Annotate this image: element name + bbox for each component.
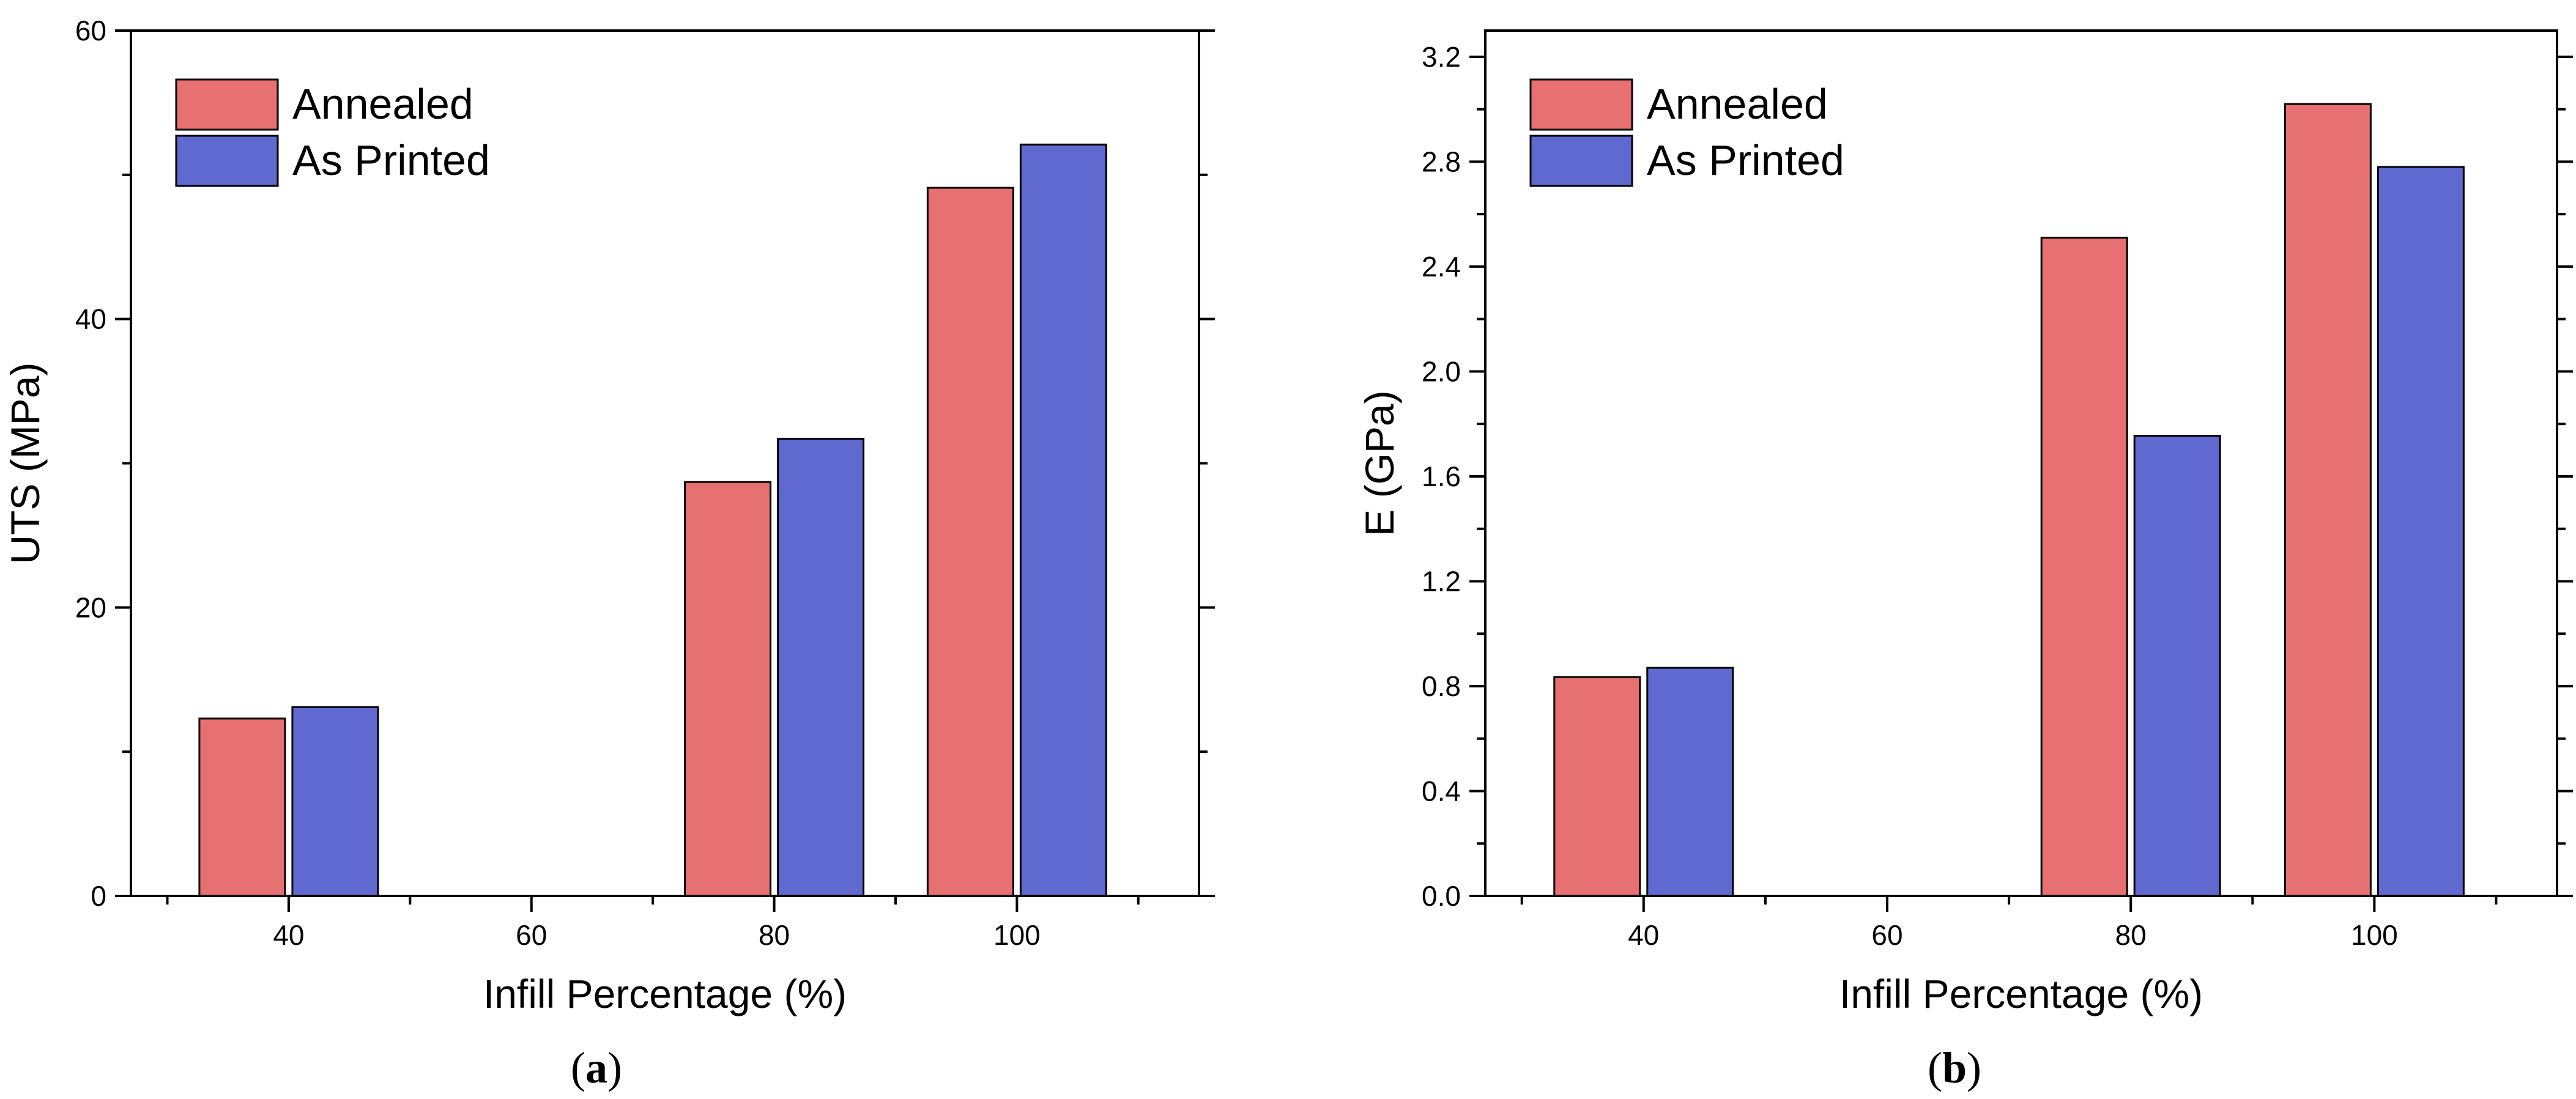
- bar-annealed-40: [198, 717, 286, 897]
- y-tick-label: 0.0: [1422, 880, 1461, 912]
- y-tick-label: 40: [75, 303, 106, 335]
- bar-annealed-100: [2284, 103, 2372, 897]
- panel-b-modulus-chart: 40 60 80 100 0.0 0.4 0.8 1.2 1.6 2.0 2.4 2.8 3.2 Ann…: [1357, 29, 2573, 1092]
- y-tick-label: 1.6: [1422, 461, 1461, 492]
- panel-b-bars: [1553, 103, 2465, 897]
- bar-as-printed-80: [2133, 434, 2221, 897]
- panel-caption: (a): [571, 1043, 622, 1092]
- legend-label-annealed: Annealed: [292, 80, 473, 128]
- panel-b-ticks: 40 60 80 100 0.0 0.4 0.8 1.2 1.6 2.0 2.4 2.8 3.2: [1422, 41, 2573, 951]
- y-tick-label: 0: [91, 880, 106, 912]
- bar-as-printed-100: [1019, 143, 1107, 897]
- panel-a-uts-chart: 40 60 80 100 0 20 40 60 Annealed As Printed Inf…: [2, 15, 1215, 1092]
- y-tick-label: 0.4: [1422, 775, 1461, 807]
- x-axis-label: Infill Percentage (%): [483, 971, 847, 1016]
- bar-annealed-100: [926, 187, 1014, 897]
- x-tick-label-100: 100: [2351, 919, 2398, 951]
- y-axis-label: UTS (MPa): [2, 363, 48, 564]
- y-tick-label: 0.8: [1422, 670, 1461, 702]
- y-tick-label: 60: [75, 15, 106, 46]
- legend-swatch-annealed: [175, 78, 279, 131]
- x-tick-label-40: 40: [1628, 919, 1659, 951]
- y-tick-label: 2.8: [1422, 146, 1461, 177]
- y-tick-label: 2.4: [1422, 251, 1461, 283]
- legend-swatch-as-printed: [175, 135, 279, 187]
- legend-label-as-printed: As Printed: [1647, 136, 1844, 184]
- panel-a-bars: [198, 143, 1107, 897]
- panel-a-legend: Annealed As Printed: [175, 78, 490, 187]
- panel-a-ticks: 40 60 80 100 0 20 40 60: [75, 15, 1215, 951]
- legend-swatch-annealed: [1529, 78, 1633, 131]
- panel-b-legend: Annealed As Printed: [1529, 78, 1844, 187]
- bar-as-printed-80: [777, 437, 865, 897]
- x-axis-label: Infill Percentage (%): [1839, 971, 2203, 1016]
- x-tick-label-100: 100: [993, 919, 1041, 951]
- panel-caption-letter: b: [1942, 1043, 1967, 1092]
- y-axis-label: E (GPa): [1357, 390, 1402, 536]
- legend-swatch-as-printed: [1529, 135, 1633, 187]
- y-tick-label: 2.0: [1422, 355, 1461, 387]
- bar-annealed-40: [1553, 676, 1641, 897]
- y-tick-label: 1.2: [1422, 565, 1461, 597]
- x-tick-label-80: 80: [2115, 919, 2147, 951]
- panel-b-plot-frame: [1484, 29, 2558, 897]
- y-tick-label: 3.2: [1422, 41, 1461, 73]
- bar-as-printed-40: [291, 706, 379, 897]
- x-tick-label-40: 40: [273, 919, 304, 951]
- legend-label-as-printed: As Printed: [292, 136, 490, 184]
- y-tick-label: 20: [75, 591, 106, 623]
- panel-caption-letter: a: [585, 1043, 607, 1092]
- bar-as-printed-40: [1646, 667, 1734, 897]
- x-tick-label-80: 80: [759, 919, 790, 951]
- panel-caption: (b): [1928, 1043, 1981, 1092]
- x-tick-label-60: 60: [1871, 919, 1902, 951]
- bar-annealed-80: [2040, 237, 2128, 897]
- bar-as-printed-100: [2377, 166, 2465, 897]
- legend-label-annealed: Annealed: [1647, 80, 1828, 128]
- bar-annealed-80: [684, 481, 772, 897]
- x-tick-label-60: 60: [516, 919, 547, 951]
